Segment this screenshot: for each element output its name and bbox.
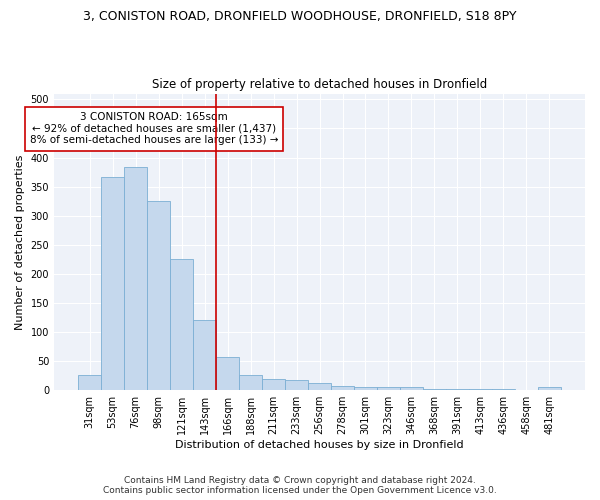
Bar — [193, 320, 216, 390]
Text: 3, CONISTON ROAD, DRONFIELD WOODHOUSE, DRONFIELD, S18 8PY: 3, CONISTON ROAD, DRONFIELD WOODHOUSE, D… — [83, 10, 517, 23]
Bar — [101, 176, 124, 390]
Bar — [400, 388, 423, 390]
Bar — [216, 357, 239, 390]
Bar — [469, 389, 492, 390]
Bar — [78, 374, 101, 390]
Bar — [423, 389, 446, 390]
Bar — [124, 168, 147, 390]
X-axis label: Distribution of detached houses by size in Dronfield: Distribution of detached houses by size … — [175, 440, 464, 450]
Bar — [170, 260, 193, 390]
Y-axis label: Number of detached properties: Number of detached properties — [15, 154, 25, 330]
Bar — [262, 378, 285, 390]
Bar — [354, 388, 377, 390]
Bar — [308, 382, 331, 390]
Bar — [377, 388, 400, 390]
Bar — [331, 386, 354, 390]
Bar — [239, 374, 262, 390]
Bar — [492, 389, 515, 390]
Text: Contains HM Land Registry data © Crown copyright and database right 2024.
Contai: Contains HM Land Registry data © Crown c… — [103, 476, 497, 495]
Bar — [147, 201, 170, 390]
Text: 3 CONISTON ROAD: 165sqm
← 92% of detached houses are smaller (1,437)
8% of semi-: 3 CONISTON ROAD: 165sqm ← 92% of detache… — [30, 112, 278, 146]
Bar — [285, 380, 308, 390]
Bar — [538, 388, 561, 390]
Bar — [446, 389, 469, 390]
Title: Size of property relative to detached houses in Dronfield: Size of property relative to detached ho… — [152, 78, 487, 91]
